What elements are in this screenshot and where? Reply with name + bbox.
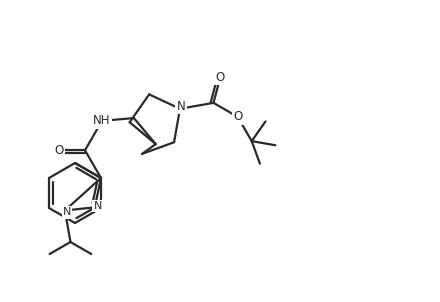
Text: N: N (63, 207, 71, 217)
Text: N: N (94, 201, 102, 211)
Text: NH: NH (93, 114, 111, 127)
Text: N: N (176, 100, 185, 113)
Text: O: O (55, 144, 64, 157)
Text: O: O (216, 71, 225, 84)
Text: O: O (233, 110, 242, 123)
